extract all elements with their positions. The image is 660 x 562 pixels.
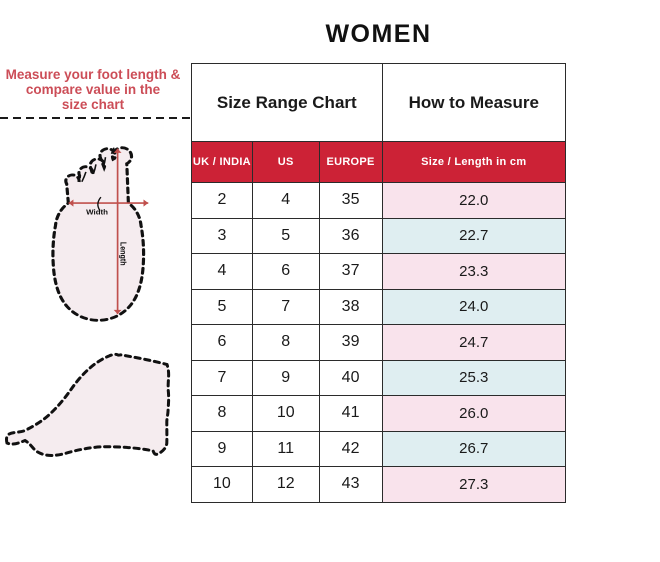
svg-text:Length: Length xyxy=(118,242,127,266)
svg-text:Width: Width xyxy=(86,208,108,217)
